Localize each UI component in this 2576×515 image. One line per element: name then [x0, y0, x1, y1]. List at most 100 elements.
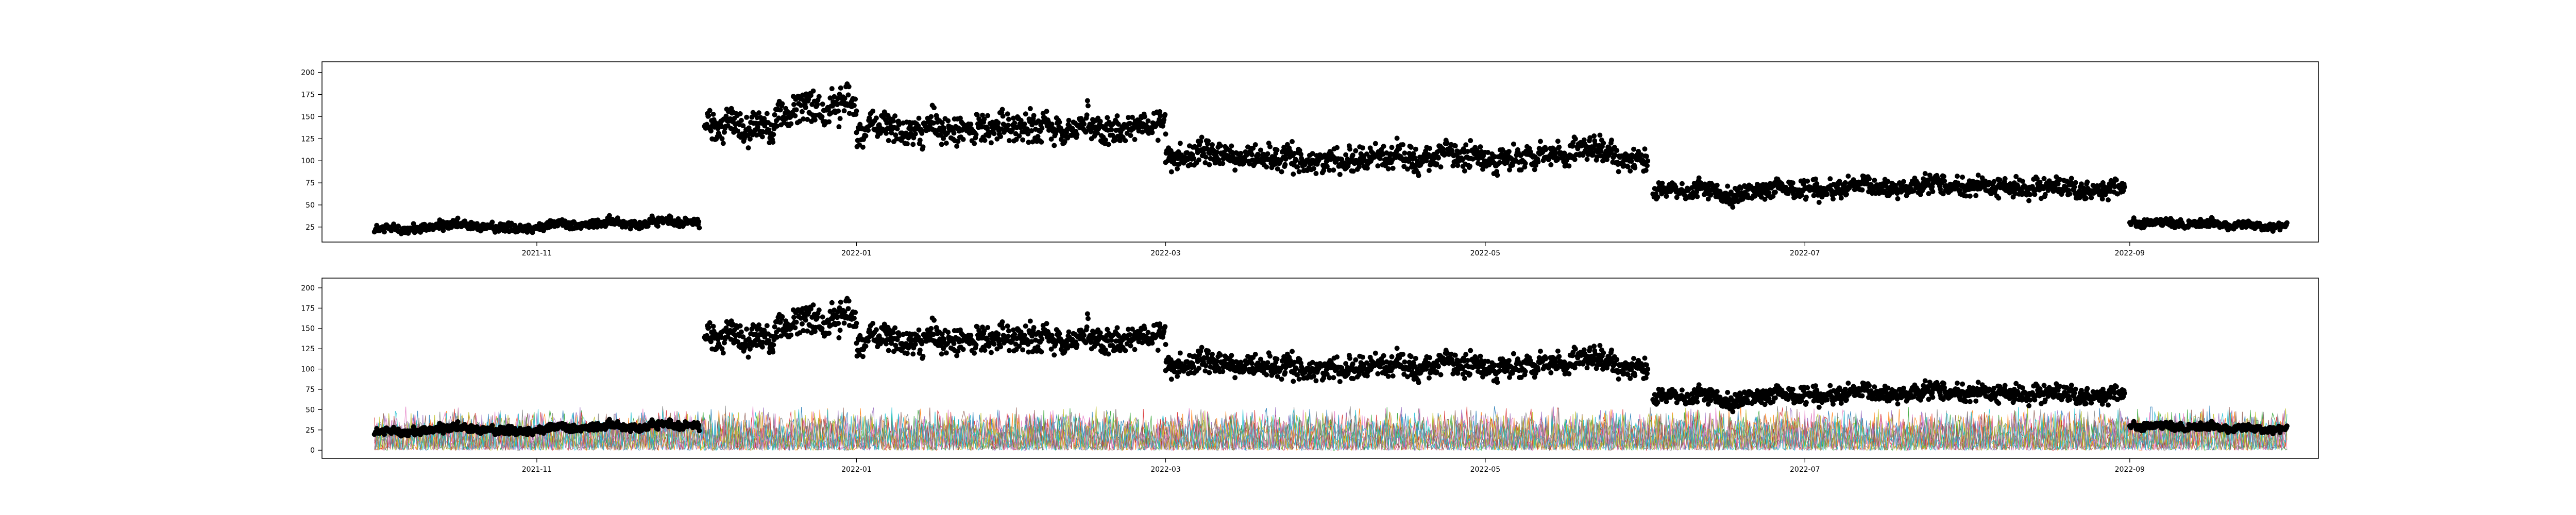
- top-scatter-point: [1203, 154, 1209, 160]
- top-scatter-point: [1511, 141, 1516, 147]
- top-scatter-point: [1005, 111, 1010, 117]
- top-scatter-point: [1247, 161, 1252, 167]
- top-scatter-point: [1000, 113, 1006, 119]
- top-scatter-point: [1991, 179, 1997, 184]
- top-scatter-point: [740, 123, 746, 129]
- bottom-scatter-point: [863, 344, 869, 349]
- top-scatter-point: [836, 108, 841, 114]
- top-scatter-point: [1929, 184, 1935, 190]
- top-scatter-point: [1538, 139, 1543, 144]
- bottom-scatter-point: [723, 325, 729, 331]
- top-scatter-point: [1310, 151, 1315, 157]
- top-scatter-point: [1725, 183, 1731, 189]
- top-scatter-point: [1279, 169, 1284, 175]
- top-scatter-point: [1816, 200, 1822, 205]
- bottom-scatter-point: [1177, 350, 1183, 356]
- bottom-scatter-point: [792, 325, 798, 331]
- top-scatter-point: [808, 93, 814, 98]
- bottom-scatter-point: [710, 323, 716, 329]
- bottom-scatter-point: [1313, 378, 1319, 384]
- top-scatter-point: [1275, 166, 1280, 171]
- top-scatter-point: [2020, 178, 2025, 184]
- bottom-scatter-point: [1039, 349, 1044, 355]
- top-scatter-point: [1027, 106, 1033, 111]
- top-scatter-point: [1518, 167, 1524, 173]
- top-scatter-point: [1265, 151, 1270, 157]
- top-scatter-point: [1885, 179, 1891, 184]
- bottom-scatter-point: [772, 324, 777, 330]
- top-scatter-point: [867, 115, 872, 121]
- bottom-scatter-point: [988, 350, 994, 355]
- top-scatter-point: [1074, 132, 1080, 138]
- top-scatter-point: [1553, 150, 1558, 156]
- bottom-scatter-point: [951, 341, 957, 347]
- top-scatter-point: [1500, 147, 1505, 152]
- top-scatter-point: [931, 105, 937, 111]
- top-scatter-point: [1115, 122, 1121, 127]
- top-scatter-point: [974, 112, 980, 118]
- bottom-scatter-point: [1229, 353, 1234, 358]
- top-scatter-point: [1926, 191, 1931, 196]
- top-scatter-point: [737, 111, 743, 116]
- top-scatter-point: [1638, 152, 1644, 158]
- top-scatter-point: [1997, 177, 2003, 183]
- top-scatter-point: [1214, 149, 1219, 155]
- bottom-scatter-point: [1162, 324, 1168, 330]
- bottom-scatter-point: [1214, 358, 1219, 364]
- bottom-scatter-point: [728, 336, 734, 342]
- top-scatter-point: [707, 108, 713, 113]
- top-scatter-point: [1844, 192, 1849, 197]
- bottom-scatter-point: [1203, 363, 1209, 368]
- top-scatter-point: [723, 113, 729, 119]
- bottom-scatter-point: [1249, 360, 1255, 366]
- top-scatter-point: [1813, 176, 1818, 182]
- top-scatter-point: [704, 122, 709, 127]
- top-scatter-point: [1629, 159, 1634, 164]
- bottom-scatter-point: [805, 328, 810, 334]
- top-scatter-point: [1960, 175, 1965, 180]
- top-scatter-point: [1955, 174, 1960, 179]
- bottom-line-series-7: [374, 406, 2287, 452]
- bottom-scatter-point: [735, 339, 741, 345]
- top-scatter-point: [1198, 139, 1204, 144]
- top-scatter-point: [1297, 148, 1302, 153]
- bottom-scatter-point: [697, 428, 702, 434]
- top-scatter-point: [1364, 165, 1370, 171]
- top-scatter-point: [1824, 192, 1830, 197]
- top-scatter-point: [835, 102, 840, 108]
- top-scatter-point: [1168, 169, 1174, 175]
- top-scatter-point: [1331, 167, 1336, 173]
- top-scatter-point: [1708, 192, 1714, 198]
- top-scatter-point: [1705, 196, 1711, 202]
- top-scatter-point: [2026, 198, 2032, 203]
- bottom-scatter-point: [829, 316, 835, 321]
- top-scatter-point: [2106, 197, 2111, 203]
- bottom-scatter-point: [803, 317, 808, 323]
- top-scatter-point: [910, 142, 916, 147]
- top-x-axis: 2021-11 2022-01 2022-03 2022-05 2022-07 2022-…: [522, 242, 2145, 258]
- top-scatter-point: [719, 136, 725, 142]
- bottom-scatter-point: [1088, 339, 1094, 345]
- top-scatter-point: [838, 85, 843, 91]
- bottom-scatter-point: [1085, 316, 1091, 321]
- top-scatter-point: [1238, 150, 1244, 156]
- top-scatter-point: [710, 111, 716, 117]
- top-scatter-point: [768, 122, 774, 128]
- top-x-tick-label: 2022-09: [2115, 249, 2145, 258]
- bottom-scatter-point: [1031, 325, 1037, 330]
- bottom-scatter-point: [1175, 373, 1180, 379]
- top-y-tick-label: 50: [306, 201, 315, 210]
- top-scatter-point: [1730, 204, 1736, 210]
- top-scatter-point: [928, 114, 934, 119]
- top-scatter-point: [1385, 166, 1391, 171]
- top-y-tick-label: 25: [306, 224, 315, 232]
- top-scatter-point: [1291, 171, 1296, 177]
- top-scatter-point: [2083, 196, 2089, 201]
- top-scatter-point: [2041, 176, 2047, 181]
- bottom-scatter-point: [1011, 327, 1016, 333]
- top-scatter-point: [842, 96, 848, 101]
- top-scatter-point: [1468, 138, 1473, 143]
- bottom-scatter-point: [892, 325, 898, 331]
- bottom-scatter-point: [1020, 347, 1026, 353]
- bottom-scatter-point: [866, 338, 871, 344]
